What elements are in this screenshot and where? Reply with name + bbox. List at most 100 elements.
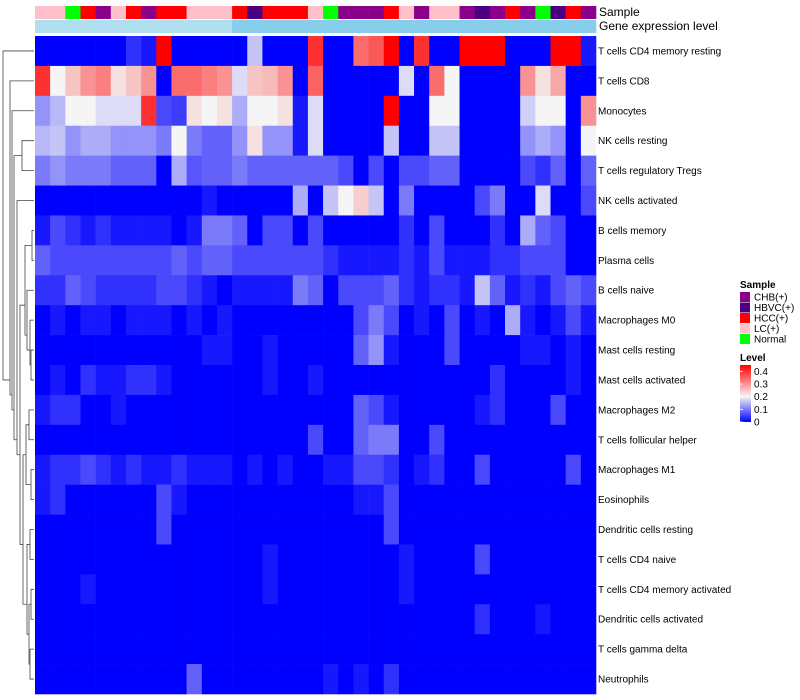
heatmap-cell bbox=[247, 424, 263, 456]
heatmap-cell bbox=[247, 484, 263, 515]
heatmap-cell bbox=[65, 664, 81, 695]
heatmap-cell bbox=[110, 245, 127, 276]
heatmap-cell bbox=[398, 155, 415, 186]
heatmap-cell bbox=[505, 275, 521, 306]
heatmap-cell bbox=[489, 305, 506, 336]
heatmap-cell bbox=[398, 275, 415, 306]
heatmap-cell bbox=[232, 484, 248, 515]
heatmap-cell bbox=[80, 544, 96, 575]
heatmap-cell bbox=[550, 664, 566, 695]
heatmap-cell bbox=[353, 424, 369, 456]
heatmap-cell bbox=[80, 215, 96, 246]
heatmap-cell bbox=[247, 335, 263, 366]
annotation-cell bbox=[262, 20, 278, 33]
sample-legend-swatch bbox=[740, 313, 750, 323]
heatmap-cell bbox=[565, 365, 582, 396]
heatmap-cell bbox=[171, 155, 187, 186]
heatmap-cell bbox=[535, 574, 551, 605]
heatmap-cell bbox=[505, 365, 521, 396]
heatmap-cell bbox=[398, 604, 415, 635]
heatmap-cell bbox=[216, 484, 233, 515]
heatmap-cell bbox=[186, 634, 203, 665]
annotation-cell bbox=[35, 6, 51, 19]
heatmap-cell bbox=[474, 424, 491, 456]
heatmap-cell bbox=[156, 185, 172, 216]
heatmap-cell bbox=[110, 215, 127, 246]
heatmap-cell bbox=[520, 454, 536, 485]
heatmap-cell bbox=[247, 454, 263, 485]
heatmap-cell bbox=[201, 155, 218, 186]
heatmap-cell bbox=[247, 125, 263, 156]
heatmap-cell bbox=[353, 95, 369, 127]
heatmap-cell bbox=[535, 215, 551, 246]
sample-legend-swatch bbox=[740, 323, 750, 334]
heatmap-cell bbox=[429, 394, 445, 426]
heatmap-cell bbox=[505, 574, 521, 605]
heatmap-cell bbox=[216, 634, 233, 665]
level-legend-tick-label: 0.4 bbox=[754, 367, 768, 378]
heatmap-cell bbox=[489, 454, 506, 485]
heatmap-cell bbox=[474, 305, 491, 336]
heatmap-cell bbox=[353, 454, 369, 485]
heatmap-cell bbox=[201, 604, 218, 635]
heatmap-cell bbox=[307, 604, 324, 635]
annotation-cell bbox=[232, 20, 248, 33]
dendrogram-branch bbox=[29, 648, 34, 680]
heatmap-cell bbox=[80, 664, 96, 695]
heatmap-cell bbox=[216, 604, 233, 635]
heatmap-cell bbox=[414, 574, 430, 605]
heatmap-cell bbox=[110, 185, 127, 216]
heatmap-cell bbox=[550, 335, 566, 366]
heatmap-cell bbox=[307, 574, 324, 605]
heatmap-cell bbox=[171, 604, 187, 635]
heatmap-cell bbox=[292, 634, 309, 665]
annotation-cell bbox=[141, 20, 157, 33]
sample-legend-label: LC(+) bbox=[754, 324, 779, 335]
heatmap-cell bbox=[338, 424, 354, 456]
heatmap-cell bbox=[368, 245, 385, 276]
heatmap-cell bbox=[489, 155, 506, 186]
heatmap-cell bbox=[65, 574, 81, 605]
heatmap-cell bbox=[201, 365, 218, 396]
heatmap-cell bbox=[565, 514, 582, 545]
heatmap-cell bbox=[201, 484, 218, 515]
heatmap-cell bbox=[292, 245, 309, 276]
heatmap-cell bbox=[429, 185, 445, 216]
heatmap-cell bbox=[565, 125, 582, 156]
heatmap-cell bbox=[35, 245, 51, 276]
heatmap-cell bbox=[383, 335, 400, 366]
heatmap-cell bbox=[474, 454, 491, 485]
heatmap-cell bbox=[353, 215, 369, 246]
heatmap-cell bbox=[110, 365, 127, 396]
heatmap-cell bbox=[565, 215, 582, 246]
heatmap-cell bbox=[323, 544, 339, 575]
dendrogram-branch bbox=[31, 230, 34, 261]
heatmap-cell bbox=[125, 155, 142, 186]
heatmap-cell bbox=[110, 424, 127, 456]
heatmap-cell bbox=[368, 95, 385, 127]
heatmap-cell bbox=[171, 544, 187, 575]
heatmap-cell bbox=[580, 185, 597, 216]
heatmap-cell bbox=[338, 574, 354, 605]
level-legend-tick-label: 0.3 bbox=[754, 380, 768, 391]
heatmap-cell bbox=[368, 155, 385, 186]
heatmap-cell bbox=[201, 305, 218, 336]
heatmap-cell bbox=[292, 185, 309, 216]
heatmap-cell bbox=[459, 544, 476, 575]
heatmap-cell bbox=[489, 185, 506, 216]
heatmap-cell bbox=[292, 484, 309, 515]
heatmap-cell bbox=[414, 664, 430, 695]
heatmap-cell bbox=[171, 484, 187, 515]
heatmap-cell bbox=[550, 394, 566, 426]
heatmap-cell bbox=[141, 335, 157, 366]
heatmap-cell bbox=[535, 544, 551, 575]
sample-legend-swatch bbox=[740, 292, 750, 302]
heatmap-cell bbox=[398, 95, 415, 127]
heatmap-cell bbox=[262, 36, 278, 67]
heatmap-cell bbox=[353, 335, 369, 366]
heatmap-cell bbox=[65, 215, 81, 246]
heatmap-cell bbox=[171, 574, 187, 605]
heatmap-cell bbox=[444, 155, 460, 186]
heatmap-cell bbox=[125, 275, 142, 306]
heatmap-cell bbox=[565, 664, 582, 695]
